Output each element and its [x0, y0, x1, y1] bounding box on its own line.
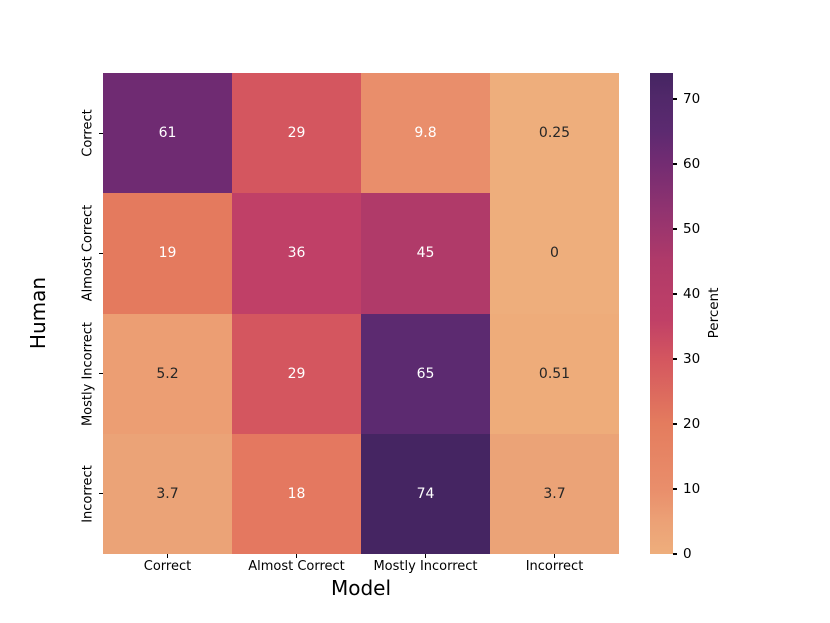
colorbar-tick-label: 60 — [683, 156, 701, 172]
colorbar-tick-mark — [673, 163, 677, 165]
colorbar — [650, 73, 673, 554]
colorbar-tick-label: 30 — [683, 351, 701, 367]
y-tick-mark — [99, 132, 103, 134]
x-tick-label: Mostly Incorrect — [373, 559, 478, 574]
heatmap-cell: 0.25 — [490, 73, 619, 194]
x-tick-mark — [295, 554, 298, 558]
heatmap-cell: 3.7 — [490, 433, 619, 554]
colorbar-tick-mark — [673, 553, 677, 555]
heatmap-cell: 45 — [361, 193, 490, 314]
y-tick-label: Correct — [80, 109, 96, 157]
y-tick-label: Incorrect — [80, 465, 96, 523]
colorbar-tick-label: 20 — [683, 416, 701, 432]
heatmap-cell: 5.2 — [103, 313, 232, 434]
y-axis-label: Human — [26, 276, 50, 350]
x-tick-label: Correct — [143, 559, 192, 574]
colorbar-tick-mark — [673, 293, 677, 295]
x-tick-mark — [166, 554, 169, 558]
colorbar-tick-mark — [673, 98, 677, 100]
heatmap-cell: 0 — [490, 193, 619, 314]
colorbar-label: Percent — [706, 287, 722, 339]
heatmap-cell: 3.7 — [103, 433, 232, 554]
colorbar-tick-label: 70 — [683, 91, 701, 107]
colorbar-tick-mark — [673, 228, 677, 230]
y-tick-mark — [99, 493, 103, 495]
x-tick-label: Incorrect — [525, 559, 584, 574]
y-tick-label: Mostly Incorrect — [80, 321, 96, 426]
colorbar-tick-label: 40 — [683, 286, 701, 302]
heatmap-cell: 74 — [361, 433, 490, 554]
heatmap-cell: 29 — [232, 313, 361, 434]
heatmap-cell: 18 — [232, 433, 361, 554]
heatmap-cell: 65 — [361, 313, 490, 434]
heatmap-cell: 29 — [232, 73, 361, 194]
heatmap-cell: 61 — [103, 73, 232, 194]
heatmap-cell: 9.8 — [361, 73, 490, 194]
heatmap-grid: 61 29 9.8 0.25 19 36 45 0 5.2 29 65 0.51 3.7 18 74 3.7 — [103, 73, 619, 554]
y-tick-label: Almost Correct — [80, 205, 96, 302]
x-tick-label: Almost Correct — [248, 559, 345, 574]
colorbar-tick-mark — [673, 358, 677, 360]
y-tick-mark — [99, 373, 103, 375]
colorbar-tick-label: 0 — [683, 546, 692, 562]
heatmap-cell: 36 — [232, 193, 361, 314]
heatmap-cell: 19 — [103, 193, 232, 314]
x-tick-mark — [553, 554, 556, 558]
colorbar-tick-label: 50 — [683, 221, 701, 237]
colorbar-tick-label: 10 — [683, 481, 701, 497]
y-tick-mark — [99, 252, 103, 254]
x-axis-label: Model — [330, 576, 392, 600]
x-tick-mark — [424, 554, 427, 558]
colorbar-tick-mark — [673, 423, 677, 425]
heatmap-cell: 0.51 — [490, 313, 619, 434]
colorbar-tick-mark — [673, 488, 677, 490]
